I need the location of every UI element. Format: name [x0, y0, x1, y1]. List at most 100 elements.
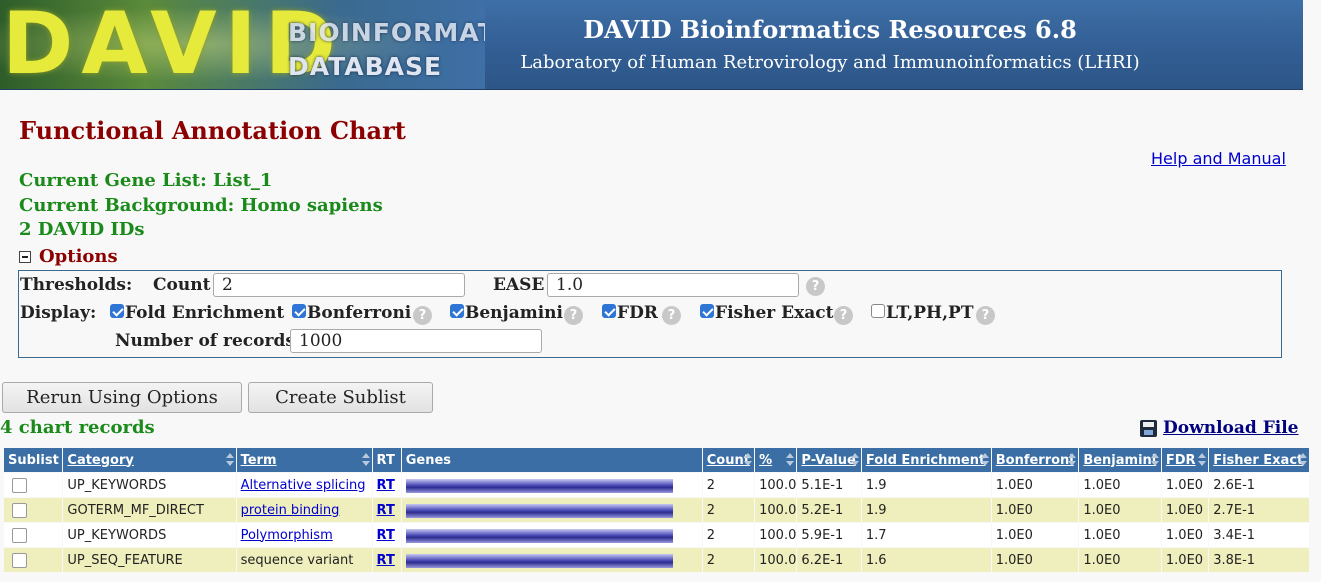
genes-bar[interactable]: [405, 553, 673, 568]
sublist-cell[interactable]: [3, 522, 63, 548]
logo-letters: DAVID: [2, 0, 345, 89]
create-sublist-button[interactable]: Create Sublist: [248, 382, 433, 413]
bonferroni-help-icon[interactable]: ?: [413, 306, 432, 325]
download-file-label[interactable]: Download File: [1163, 418, 1299, 438]
term-text: sequence variant: [240, 552, 354, 568]
fdr-checkbox[interactable]: [602, 304, 616, 318]
benjamini-checkbox[interactable]: [450, 304, 464, 318]
logo-line-bioinformatics: BIOINFORMATICS: [288, 18, 485, 47]
sort-arrows-icon[interactable]: [1198, 453, 1207, 467]
table-row: UP_KEYWORDS Polymorphism RT 2 100.0 5.9E-1 1.7…: [3, 522, 1310, 548]
header-category[interactable]: Category: [62, 447, 237, 473]
genes-bar[interactable]: [405, 528, 673, 543]
term-link[interactable]: Alternative splicing: [240, 477, 366, 493]
rt-link[interactable]: RT: [376, 552, 395, 568]
fdr-help-icon[interactable]: ?: [662, 306, 681, 325]
row-checkbox[interactable]: [12, 552, 27, 568]
sort-arrows-icon[interactable]: [225, 453, 234, 467]
header-bonferroni[interactable]: Bonferroni: [990, 447, 1080, 473]
number-of-records-input[interactable]: [290, 329, 542, 353]
logo-line-database: DATABASE: [288, 52, 443, 81]
term-cell: Alternative splicing: [236, 472, 373, 498]
sort-arrows-icon[interactable]: [980, 453, 989, 467]
rerun-using-options-button[interactable]: Rerun Using Options: [2, 382, 242, 413]
table-header-row: Sublist Category Term RT Genes Count % P…: [2, 447, 1310, 473]
percent-cell: 100.0: [754, 472, 797, 498]
rt-link[interactable]: RT: [376, 477, 395, 493]
sort-arrows-icon[interactable]: [850, 453, 859, 467]
row-checkbox[interactable]: [12, 477, 27, 493]
header-percent[interactable]: %: [754, 447, 798, 473]
options-panel: Thresholds: Count EASE ? Display: Fold E…: [18, 270, 1282, 358]
term-link[interactable]: Polymorphism: [240, 527, 333, 543]
row-checkbox[interactable]: [12, 502, 27, 518]
term-cell: sequence variant: [236, 547, 373, 573]
lt-ph-pt-checkbox[interactable]: [871, 304, 885, 318]
header-fisher-exact[interactable]: Fisher Exact: [1208, 447, 1310, 473]
lt-ph-pt-help-icon[interactable]: ?: [976, 306, 995, 325]
fisher-exact-help-icon[interactable]: ?: [834, 306, 853, 325]
term-link[interactable]: protein binding: [240, 502, 340, 518]
sublist-cell[interactable]: [3, 497, 63, 523]
sort-arrows-icon[interactable]: [786, 453, 795, 467]
fold-enrichment-cell: 1.9: [861, 497, 992, 523]
rt-link[interactable]: RT: [376, 502, 395, 518]
fdr-cell: 1.0E0: [1161, 472, 1209, 498]
sort-arrows-icon[interactable]: [744, 453, 753, 467]
options-toggle[interactable]: Options: [19, 246, 118, 267]
fisher-exact-checkbox[interactable]: [700, 304, 714, 318]
sublist-cell[interactable]: [3, 547, 63, 573]
collapse-icon[interactable]: [19, 250, 31, 263]
table-body: UP_KEYWORDS Alternative splicing RT 2 100.0 5…: [3, 472, 1310, 573]
pvalue-cell: 6.2E-1: [796, 547, 862, 573]
fold-enrichment-checkbox[interactable]: [110, 304, 124, 318]
ease-help-icon[interactable]: ?: [806, 277, 825, 296]
download-file-link[interactable]: Download File: [1140, 418, 1299, 438]
fisher-exact-cell: 3.4E-1: [1208, 522, 1310, 548]
ease-threshold-input[interactable]: [547, 273, 799, 297]
category-cell: UP_KEYWORDS: [62, 522, 237, 548]
count-threshold-input[interactable]: [213, 273, 465, 297]
current-background: Current Background: Homo sapiens: [19, 195, 383, 216]
sort-arrows-icon[interactable]: [1299, 453, 1307, 467]
genes-bar[interactable]: [405, 478, 673, 493]
pvalue-cell: 5.2E-1: [796, 497, 862, 523]
sort-arrows-icon[interactable]: [361, 453, 370, 467]
table-row: UP_SEQ_FEATURE sequence variant RT 2 100.0 6.…: [3, 547, 1310, 573]
rt-link[interactable]: RT: [376, 527, 395, 543]
chart-results-table: Sublist Category Term RT Genes Count % P…: [2, 447, 1310, 573]
benjamini-help-icon[interactable]: ?: [564, 306, 583, 325]
bonferroni-cell: 1.0E0: [991, 547, 1079, 573]
header-fdr[interactable]: FDR: [1160, 447, 1210, 473]
header-fold-enrichment[interactable]: Fold Enrichment: [860, 447, 992, 473]
fold-enrichment-cell: 1.6: [861, 547, 992, 573]
percent-cell: 100.0: [754, 522, 797, 548]
header-rt: RT: [371, 447, 402, 473]
bonferroni-cell: 1.0E0: [991, 522, 1079, 548]
count-cell: 2: [702, 522, 755, 548]
count-label: Count: [153, 275, 211, 295]
header-term[interactable]: Term: [235, 447, 373, 473]
help-and-manual-link[interactable]: Help and Manual: [1151, 149, 1286, 168]
header-pvalue[interactable]: P-Value: [796, 447, 862, 473]
banner-subtitle: Laboratory of Human Retrovirology and Im…: [520, 52, 1140, 73]
fisher-exact-cell: 2.7E-1: [1208, 497, 1310, 523]
pvalue-cell: 5.1E-1: [796, 472, 862, 498]
term-cell: Polymorphism: [236, 522, 373, 548]
fdr-label: FDR: [617, 303, 658, 323]
header-count[interactable]: Count: [701, 447, 756, 473]
sort-arrows-icon[interactable]: [1150, 453, 1159, 467]
sort-arrows-icon[interactable]: [1068, 453, 1077, 467]
sublist-cell[interactable]: [3, 472, 63, 498]
fisher-exact-cell: 3.8E-1: [1208, 547, 1310, 573]
header-benjamini[interactable]: Benjamini: [1078, 447, 1162, 473]
floppy-disk-icon[interactable]: [1140, 419, 1157, 437]
pvalue-cell: 5.9E-1: [796, 522, 862, 548]
bonferroni-checkbox[interactable]: [292, 304, 306, 318]
row-checkbox[interactable]: [12, 527, 27, 543]
genes-bar[interactable]: [405, 503, 673, 518]
fdr-cell: 1.0E0: [1161, 522, 1209, 548]
benjamini-cell: 1.0E0: [1078, 522, 1162, 548]
genes-cell: [401, 472, 703, 498]
rt-cell: RT: [372, 522, 402, 548]
